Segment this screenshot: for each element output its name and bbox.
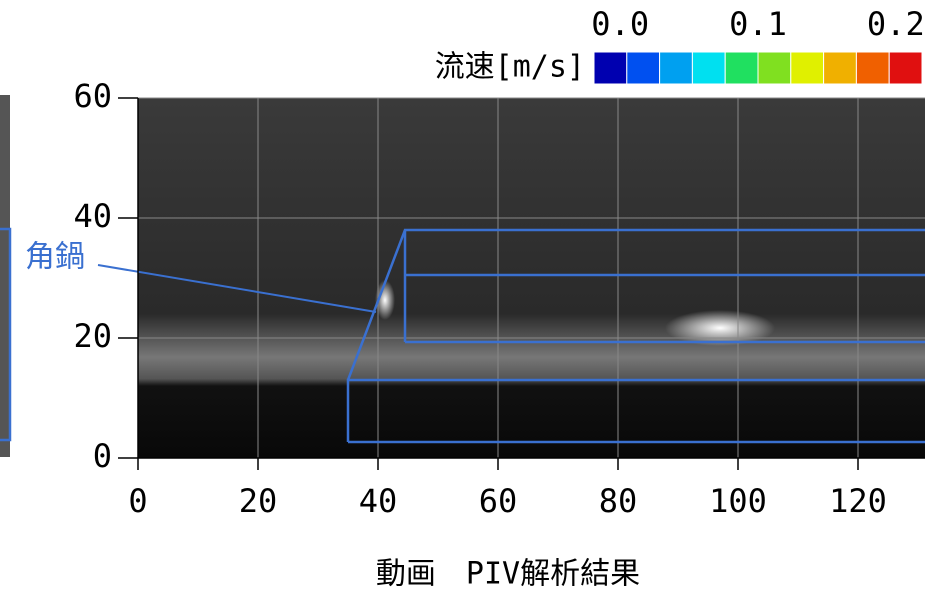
colorbar-cell — [659, 51, 693, 85]
colorbar-cell — [626, 51, 661, 85]
colorbar-tick-label: 0.0 — [591, 5, 649, 43]
colorbar-cell — [691, 51, 726, 85]
x-tick-label: 20 — [239, 482, 278, 520]
x-tick-label: 120 — [829, 482, 887, 520]
colorbar-cell — [855, 51, 890, 85]
colorbar-cell — [823, 51, 857, 85]
x-tick-label: 40 — [359, 482, 398, 520]
y-tick-label: 20 — [73, 317, 112, 355]
colorbar-cell — [757, 51, 792, 85]
colorbar-tick-label: 0.2 — [867, 5, 925, 43]
side-image — [0, 95, 10, 457]
x-tick-label: 100 — [709, 482, 767, 520]
colorbar-tick-label: 0.1 — [729, 5, 787, 43]
colorbar-label: 流速[m/s] — [435, 50, 585, 85]
flow-image — [138, 98, 925, 458]
x-tick-label: 60 — [479, 482, 518, 520]
colorbar-cell — [790, 51, 825, 85]
x-tick-label: 0 — [128, 482, 147, 520]
colorbar-cell — [888, 51, 923, 85]
annotation: 角鍋 — [25, 240, 85, 275]
y-tick-label: 0 — [93, 437, 112, 475]
colorbar-cell — [724, 51, 759, 85]
reflection — [375, 280, 395, 320]
pot-outline — [0, 227, 925, 444]
y-tick-label: 40 — [73, 197, 112, 235]
x-tick-label: 80 — [599, 482, 638, 520]
caption: 動画 PIV解析結果 — [376, 557, 640, 592]
y-tick-label: 60 — [73, 77, 112, 115]
colorbar-cell — [593, 51, 628, 85]
annotation-leader — [97, 264, 377, 313]
reflection — [665, 310, 775, 346]
